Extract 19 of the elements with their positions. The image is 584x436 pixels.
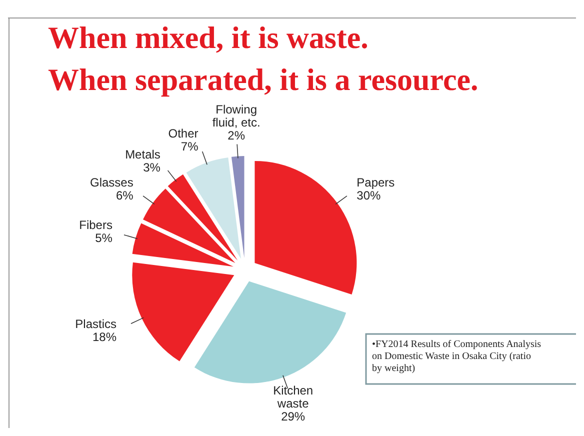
slice-label: Glasses — [90, 175, 134, 190]
data-label: 5% — [95, 231, 113, 245]
data-label: 3% — [143, 160, 161, 174]
slice-label: Other — [168, 126, 198, 141]
data-label: 29% — [281, 410, 306, 424]
data-label: 18% — [92, 330, 117, 344]
chart-subtitle: When separated, it is a resource. — [48, 62, 478, 97]
slice-label: Metals — [125, 147, 160, 162]
slice-label: Kitchen waste — [273, 384, 314, 411]
text: •FY2014 Results of Components Analysis on Domestic Waste in Osaka City (ratio by weight) — [372, 339, 542, 374]
chart-title: When mixed, it is waste. — [48, 20, 368, 55]
data-label: 30% — [356, 188, 381, 202]
slice-label: Flowing fluid, etc. — [212, 102, 260, 130]
slice-label: Papers — [356, 175, 395, 190]
slice-label: Plastics — [75, 316, 117, 331]
data-label: 7% — [180, 140, 199, 154]
data-label: 6% — [116, 188, 134, 202]
data-label: 2% — [228, 128, 246, 142]
slice-label: Fibers — [79, 218, 112, 232]
